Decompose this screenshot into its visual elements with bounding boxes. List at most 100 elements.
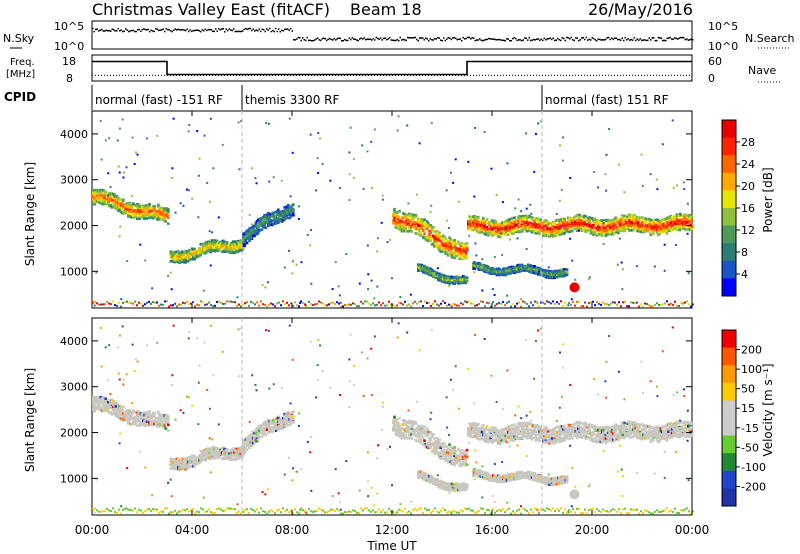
nsky-point <box>518 39 520 41</box>
power-pixel <box>240 248 244 252</box>
power-pixel <box>436 303 438 306</box>
power-pixel <box>634 302 636 305</box>
power-pixel <box>660 218 664 222</box>
power-pixel <box>557 226 560 229</box>
power-pixel <box>537 122 540 125</box>
y-tick-label: 4000 <box>60 128 88 141</box>
power-pixel <box>466 301 468 304</box>
power-pixel <box>548 301 550 304</box>
nsky-point <box>384 37 386 39</box>
power-pixel <box>292 305 294 308</box>
power-pixel <box>544 229 548 233</box>
power-pixel <box>434 300 436 303</box>
nsky-point <box>237 30 239 33</box>
power-pixel <box>644 302 646 305</box>
power-pixel <box>389 238 392 241</box>
power-pixel <box>558 199 561 202</box>
power-pixel <box>158 304 160 307</box>
nsky-point <box>428 40 430 42</box>
power-pixel <box>661 143 664 146</box>
nsky-point <box>599 38 601 41</box>
power-pixel <box>434 274 438 278</box>
nsky-point <box>686 38 688 40</box>
nsky-point <box>402 38 404 41</box>
power-pixel <box>563 227 566 230</box>
nsky-point <box>659 36 661 39</box>
power-pixel <box>622 219 625 223</box>
power-pixel <box>602 224 605 228</box>
power-pixel <box>118 208 121 212</box>
power-pixel <box>226 300 228 303</box>
power-pixel <box>565 227 569 231</box>
power-pixel <box>178 303 180 306</box>
velocity-pixel <box>148 417 151 420</box>
power-pixel <box>132 202 135 205</box>
power-pixel <box>208 230 211 233</box>
power-pixel <box>232 301 234 304</box>
nsky-point <box>681 36 683 39</box>
power-pixel <box>267 224 270 228</box>
nsky-point <box>288 29 290 32</box>
nsky-point <box>680 36 682 39</box>
power-pixel <box>410 230 414 233</box>
nsky-point <box>414 36 416 39</box>
nsky-point <box>633 37 635 39</box>
power-pixel <box>575 227 579 231</box>
power-pixel <box>266 281 269 284</box>
power-pixel <box>503 233 506 236</box>
power-pixel <box>480 230 484 234</box>
power-pixel <box>250 300 252 303</box>
power-pixel <box>212 167 215 170</box>
power-pixel <box>499 233 503 237</box>
power-pixel <box>182 255 185 259</box>
power-pixel <box>176 305 178 308</box>
power-pixel <box>134 215 138 219</box>
nsky-tick-top: 10^5 <box>54 20 84 33</box>
power-pixel <box>400 229 404 233</box>
power-pixel <box>602 301 604 304</box>
power-pixel <box>520 305 522 308</box>
power-pixel <box>115 206 119 210</box>
power-pixel <box>440 249 444 253</box>
power-pixel <box>665 225 669 228</box>
power-pixel <box>428 301 430 304</box>
power-pixel <box>209 250 213 254</box>
nsky-point <box>194 29 196 32</box>
nsky-point <box>468 36 470 39</box>
power-pixel <box>283 209 286 212</box>
power-pixel <box>103 194 106 197</box>
nsky-point <box>224 31 226 33</box>
power-pixel <box>366 244 369 247</box>
velocity-pixel <box>148 412 151 416</box>
power-pixel <box>498 301 500 304</box>
power-pixel <box>102 303 104 306</box>
power-pixel <box>254 303 256 306</box>
power-pixel <box>422 220 425 224</box>
power-pixel <box>317 171 320 174</box>
nsky-point <box>623 39 625 42</box>
nsky-point <box>323 37 325 39</box>
power-pixel <box>571 259 574 262</box>
power-pixel <box>396 304 398 307</box>
power-pixel <box>344 303 346 306</box>
nsky-point <box>272 29 274 32</box>
beam-label: Beam 18 <box>350 0 422 19</box>
power-pixel <box>563 268 566 271</box>
power-pixel <box>193 257 196 261</box>
colorbar-tick-label: 8 <box>741 246 748 259</box>
power-pixel <box>654 221 658 225</box>
power-pixel <box>470 302 472 305</box>
power-pixel <box>632 228 635 231</box>
power-pixel <box>528 215 531 219</box>
power-pixel <box>515 227 519 231</box>
power-pixel <box>522 217 525 221</box>
power-pixel <box>623 214 626 218</box>
power-pixel <box>602 219 605 222</box>
date-label: 26/May/2016 <box>588 0 693 19</box>
nsky-point <box>624 36 626 39</box>
power-pixel <box>252 301 254 304</box>
power-pixel <box>396 129 399 132</box>
nsky-point <box>449 37 451 39</box>
power-pixel <box>519 217 523 221</box>
nsky-point <box>228 28 230 30</box>
